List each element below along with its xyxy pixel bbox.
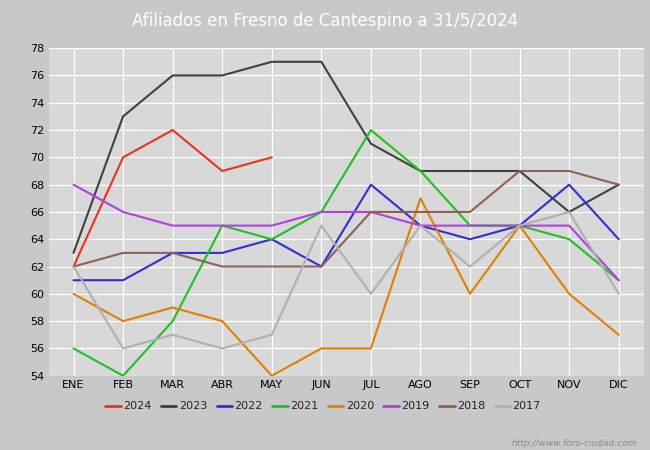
Text: Afiliados en Fresno de Cantespino a 31/5/2024: Afiliados en Fresno de Cantespino a 31/5…	[132, 12, 518, 30]
Text: 2021: 2021	[290, 401, 318, 411]
Text: 2018: 2018	[457, 401, 485, 411]
Text: 2020: 2020	[346, 401, 374, 411]
Text: 2022: 2022	[235, 401, 263, 411]
Text: 2019: 2019	[401, 401, 430, 411]
Text: http://www.foro-ciudad.com: http://www.foro-ciudad.com	[512, 439, 637, 448]
Text: 2017: 2017	[513, 401, 541, 411]
Text: 2024: 2024	[123, 401, 151, 411]
Text: 2023: 2023	[179, 401, 207, 411]
